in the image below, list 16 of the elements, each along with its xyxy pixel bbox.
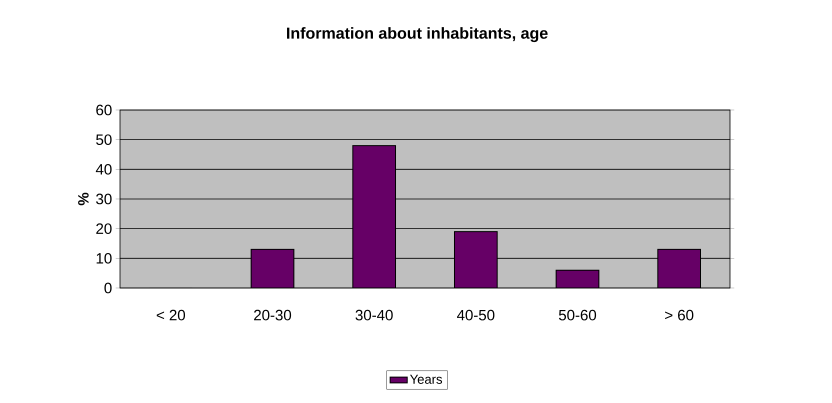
y-tick-label: 60: [96, 104, 112, 116]
x-tick-label: 50-60: [558, 310, 596, 320]
legend-label: Years: [410, 374, 442, 384]
y-tick-label: 20: [96, 223, 112, 234]
y-tick-label: 30: [96, 194, 112, 204]
y-tick-label: 50: [96, 134, 112, 145]
x-tick-label: 40-50: [456, 310, 494, 320]
chart-title: Information about inhabitants, age: [287, 27, 548, 42]
y-axis-title: %: [78, 192, 89, 206]
x-tick-label: 20-30: [254, 310, 292, 320]
y-tick-label: 10: [96, 253, 112, 264]
y-tick-label: 0: [104, 282, 112, 294]
x-tick-label: 30-40: [356, 310, 393, 320]
y-tick-label: 40: [96, 164, 112, 175]
x-tick-label: > 60: [665, 310, 694, 320]
x-tick-label: < 20: [156, 310, 186, 320]
